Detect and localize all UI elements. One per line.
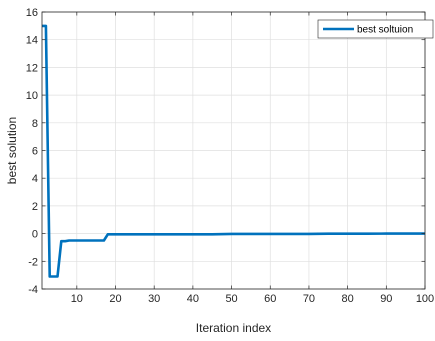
y-tick-label: 4	[32, 173, 38, 185]
y-tick-label: 8	[32, 118, 38, 130]
x-tick-label: 10	[71, 293, 83, 305]
ticks	[42, 11, 426, 290]
y-tick-label: 0	[32, 229, 38, 241]
x-tick-label: 20	[109, 293, 121, 305]
x-tick-label: 60	[264, 293, 276, 305]
y-tick-label: 12	[26, 62, 38, 74]
y-tick-label: 16	[26, 7, 38, 19]
y-tick-label: 14	[26, 35, 38, 47]
x-tick-label: 100	[416, 293, 434, 305]
y-tick-label: -2	[28, 256, 38, 268]
x-tick-label: 30	[148, 293, 160, 305]
tick-labels: 10 20 30 40 50 60 70 80 90 100 -4 -2 0 2 4 6 8 10 12 14 16	[26, 7, 434, 305]
x-tick-label: 40	[187, 293, 199, 305]
x-axis-label: Iteration index	[196, 321, 271, 335]
y-axis-label: best solution	[5, 117, 19, 184]
y-tick-label: 10	[26, 90, 38, 102]
legend-label: best soltuion	[357, 25, 413, 36]
y-tick-label: 6	[32, 146, 38, 158]
x-tick-label: 70	[303, 293, 315, 305]
y-tick-label: -4	[28, 284, 38, 296]
y-tick-label: 2	[32, 201, 38, 213]
legend-box	[317, 19, 434, 39]
x-tick-label: 50	[225, 293, 237, 305]
series-layer	[42, 24, 425, 278]
legend: best soltuion	[317, 19, 434, 39]
x-tick-label: 90	[380, 293, 392, 305]
x-tick-label: 80	[342, 293, 354, 305]
series-line	[42, 24, 425, 278]
